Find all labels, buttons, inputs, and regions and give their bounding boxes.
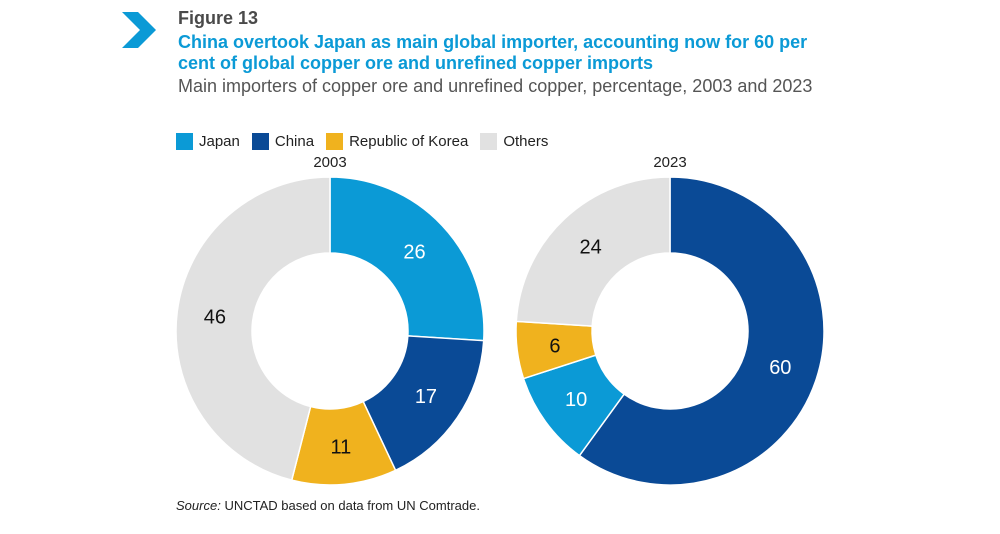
slice-china-2023 [578,176,825,486]
legend-item-others: Others [480,133,548,150]
legend-label-others: Others [503,133,549,150]
data-label-republic-of-korea-2003: 11 [331,436,352,458]
slice-others-2023 [515,176,671,327]
legend-label-korea: Republic of Korea [349,133,469,150]
figure-number: Figure 13 [178,8,259,28]
donut-chart-2003: 2003 26 17 11 46 [175,154,485,486]
data-label-china-2023: 60 [769,357,791,379]
legend-label-china: China [274,133,315,150]
legend-item-japan: Japan [176,133,240,150]
chart-year-label: 2003 [313,154,346,171]
source-note: Source: UNCTAD based on data from UN Com… [176,498,480,513]
legend-swatch-japan [176,133,193,150]
legend-label-japan: Japan [199,133,240,150]
source-text: UNCTAD based on data from UN Comtrade. [224,498,480,513]
slice-japan-2003 [329,176,485,342]
chart-subtitle: Main importers of copper ore and unrefin… [178,76,813,96]
legend-swatch-china [251,133,269,150]
slice-others-2003 [175,176,331,482]
data-label-japan-2023: 10 [565,389,587,411]
donut-chart-2023: 2023 60 10 6 24 [515,154,825,486]
chevron-right-icon [122,12,156,48]
data-label-japan-2003: 26 [403,242,425,264]
data-label-china-2003: 17 [415,386,437,408]
legend-swatch-others [480,133,498,150]
legend: Japan China Republic of Korea Others [176,133,560,150]
data-label-others-2023: 24 [579,236,601,258]
data-label-republic-of-korea-2023: 6 [549,336,560,358]
legend-swatch-korea [326,133,344,150]
legend-item-china: China [251,133,315,150]
chart-title: China overtook Japan as main global impo… [178,32,808,73]
chart-year-label: 2023 [653,154,686,171]
source-label: Source: [176,498,221,513]
legend-item-korea: Republic of Korea [326,133,468,150]
data-label-others-2003: 46 [204,306,226,328]
